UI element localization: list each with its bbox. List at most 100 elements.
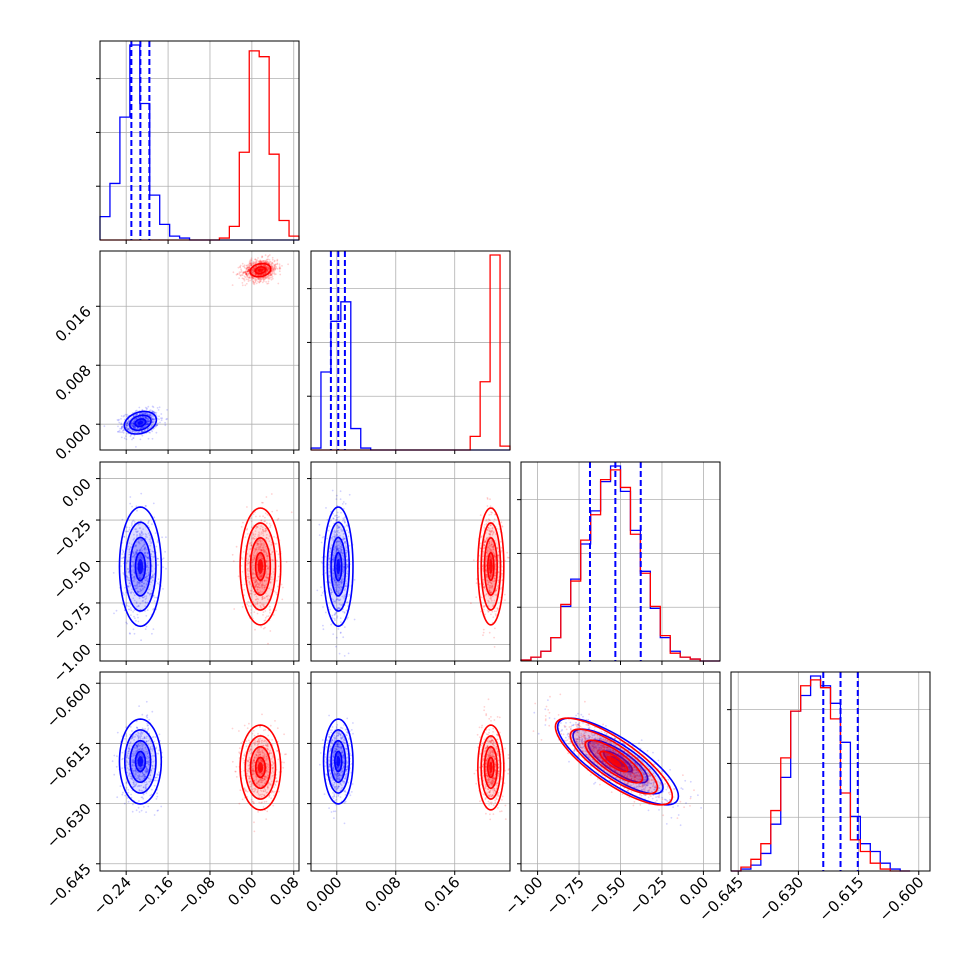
sample-point xyxy=(251,269,254,271)
sample-point xyxy=(129,741,132,744)
sample-point xyxy=(135,751,137,754)
sample-point xyxy=(125,424,128,426)
sample-point xyxy=(256,526,259,529)
sample-point xyxy=(337,540,340,543)
sample-point xyxy=(145,715,148,718)
sample-point xyxy=(334,531,337,533)
sample-point xyxy=(486,555,489,558)
sample-point xyxy=(142,755,144,758)
sample-point xyxy=(133,632,136,635)
sample-point xyxy=(353,579,356,581)
sample-point xyxy=(274,268,277,270)
sample-point xyxy=(343,526,346,528)
sample-point xyxy=(255,553,258,556)
sample-point xyxy=(126,767,129,769)
sample-point xyxy=(132,415,135,417)
sample-point xyxy=(255,579,258,582)
histogram-series-1 xyxy=(731,679,911,872)
sample-point xyxy=(146,423,149,425)
sample-point xyxy=(135,430,137,433)
sample-point xyxy=(254,593,257,595)
sample-point xyxy=(145,533,148,536)
sample-point xyxy=(475,596,478,599)
sample-point xyxy=(146,419,148,422)
sample-point xyxy=(153,418,156,421)
sample-point xyxy=(259,604,262,607)
sample-point xyxy=(255,265,258,268)
sample-point xyxy=(278,268,281,270)
sample-point xyxy=(135,505,138,508)
sample-point xyxy=(136,749,139,752)
sample-point xyxy=(335,588,338,590)
sample-point xyxy=(336,549,339,551)
sample-point xyxy=(335,494,338,497)
sample-point xyxy=(120,436,123,439)
sample-point xyxy=(334,600,337,603)
sample-point xyxy=(336,544,339,547)
sample-point xyxy=(261,540,263,542)
sample-point xyxy=(269,524,272,527)
sample-point xyxy=(133,609,136,611)
sample-point xyxy=(492,548,494,551)
sample-point xyxy=(331,489,334,492)
sample-point xyxy=(140,589,143,592)
sample-point xyxy=(259,527,262,530)
sample-point xyxy=(342,539,345,541)
sample-point xyxy=(145,767,148,770)
sample-point xyxy=(491,530,493,533)
sample-point xyxy=(254,557,256,559)
sample-point xyxy=(133,425,136,428)
sample-point xyxy=(263,520,266,523)
sample-point xyxy=(151,710,154,713)
sample-point xyxy=(139,548,142,551)
sample-point xyxy=(142,528,145,530)
sample-point xyxy=(245,273,248,276)
sample-point xyxy=(328,581,331,583)
sample-point xyxy=(340,551,342,554)
panel-frame xyxy=(99,40,300,241)
sample-point xyxy=(121,758,123,761)
sample-point xyxy=(246,527,249,530)
sample-point xyxy=(503,593,506,596)
sample-point xyxy=(136,583,139,586)
sample-point xyxy=(256,525,259,528)
sample-point xyxy=(131,438,133,441)
sample-point xyxy=(261,580,263,583)
sample-point xyxy=(263,605,265,608)
sample-point xyxy=(270,270,273,272)
sample-point xyxy=(247,267,250,269)
sample-point xyxy=(144,576,147,579)
sample-point xyxy=(335,636,338,639)
sample-point xyxy=(492,551,495,554)
sample-point xyxy=(246,268,248,271)
sample-point xyxy=(342,610,344,613)
sample-point xyxy=(264,272,267,275)
sample-point xyxy=(280,583,283,586)
sample-point xyxy=(256,601,259,603)
sample-point xyxy=(486,536,489,539)
sample-point xyxy=(335,545,337,548)
sample-point xyxy=(249,583,252,586)
sample-point xyxy=(138,785,141,787)
sample-point xyxy=(268,261,270,264)
sample-point xyxy=(265,261,267,264)
sample-point xyxy=(248,262,251,265)
sample-point xyxy=(336,547,339,550)
sample-point xyxy=(332,633,335,635)
sample-point xyxy=(485,569,487,572)
sample-point xyxy=(338,592,341,595)
sample-point xyxy=(139,555,142,557)
sample-point xyxy=(133,521,136,523)
sample-point xyxy=(345,559,348,561)
sample-point xyxy=(147,551,149,554)
sample-point xyxy=(146,752,149,755)
sample-point xyxy=(336,518,339,521)
sample-point xyxy=(496,607,499,609)
sample-point xyxy=(271,274,273,277)
sample-point xyxy=(136,762,138,765)
sample-point xyxy=(143,543,146,546)
sample-point xyxy=(262,550,265,553)
sample-point xyxy=(264,530,267,533)
sample-point xyxy=(146,575,148,578)
sample-point xyxy=(152,417,154,420)
